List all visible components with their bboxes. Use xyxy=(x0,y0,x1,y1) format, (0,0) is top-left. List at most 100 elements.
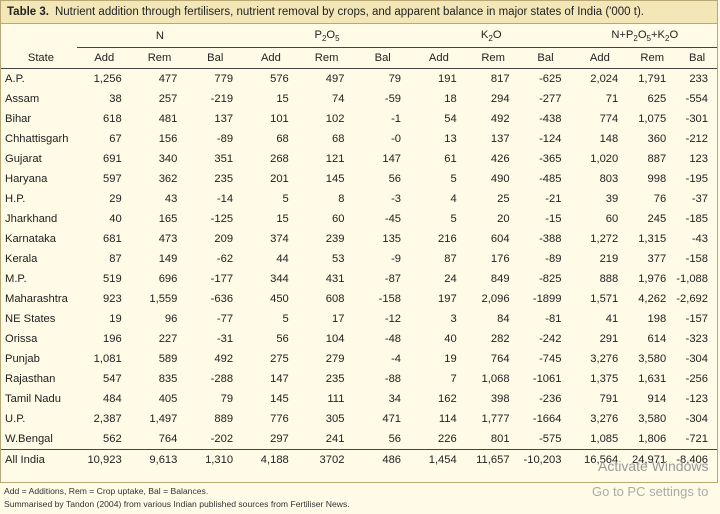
value-cell: -236 xyxy=(539,393,562,405)
value-cell: 104 xyxy=(325,333,345,345)
value-cell: 79 xyxy=(388,73,402,85)
value-cell: -256 xyxy=(685,373,708,385)
value-cell: 11,657 xyxy=(476,454,510,466)
value-cell: 779 xyxy=(214,73,234,85)
state-name-cell: Karnataka xyxy=(5,233,56,245)
value-cell: 614 xyxy=(647,333,667,345)
value-cell: 241 xyxy=(298,429,355,450)
value-cell: 67 xyxy=(109,133,122,145)
state-name-cell: Punjab xyxy=(5,353,40,365)
value-cell: -177 xyxy=(210,273,234,285)
column-header: Bal xyxy=(676,47,718,69)
value-cell: 801 xyxy=(466,429,520,450)
value-cell: 74 xyxy=(331,93,345,105)
table-caption: Nutrient addition through fertilisers, n… xyxy=(54,6,644,18)
value-cell: 764 xyxy=(131,429,188,450)
table-row: Tamil Nadu 484 405 79 145 111 34 162 398 -236 791 9… xyxy=(1,389,718,409)
value-cell: -15 xyxy=(545,213,562,225)
value-cell: 774 xyxy=(599,113,619,125)
value-cell: 519 xyxy=(103,273,122,285)
value-cell: -1061 xyxy=(532,373,562,385)
value-cell: 576 xyxy=(270,73,289,85)
value-cell: 1,454 xyxy=(428,454,457,466)
value-cell: -21 xyxy=(545,193,562,205)
value-cell: -59 xyxy=(384,93,402,105)
value-cell: 279 xyxy=(325,353,345,365)
value-cell: -48 xyxy=(384,333,402,345)
table-row: Kerala 87 149 -62 44 53 -9 87 176 -89 219 377 -158 xyxy=(1,249,718,269)
value-cell: -1,088 xyxy=(676,273,708,285)
value-cell: 84 xyxy=(497,313,510,325)
value-cell: 1,806 xyxy=(628,429,677,450)
value-cell: 597 xyxy=(103,173,122,185)
value-cell: 19 xyxy=(109,313,122,325)
state-name-cell: Bihar xyxy=(5,113,32,125)
value-cell: 889 xyxy=(214,413,234,425)
value-cell: 1,075 xyxy=(638,113,667,125)
state-name-cell: U.P. xyxy=(5,413,26,425)
value-cell: 1,020 xyxy=(590,153,619,165)
value-cell: 191 xyxy=(438,73,457,85)
state-name-cell: Chhattisgarh xyxy=(5,133,69,145)
value-cell: -89 xyxy=(545,253,562,265)
value-cell: 297 xyxy=(243,429,299,450)
value-cell: 1,976 xyxy=(638,273,667,285)
table-row: Orissa 196 227 -31 56 104 -48 40 282 -242 291 614 -3… xyxy=(1,329,718,349)
state-name-cell: Tamil Nadu xyxy=(5,393,61,405)
value-cell: 123 xyxy=(689,153,708,165)
value-cell: -45 xyxy=(384,213,402,225)
table-row: Rajasthan 547 835 -288 147 235 -88 7 1,068 -1061 1… xyxy=(1,369,718,389)
value-cell: 165 xyxy=(158,213,178,225)
value-cell: -485 xyxy=(539,173,562,185)
value-cell: 79 xyxy=(220,393,234,405)
column-header: Bal xyxy=(354,47,412,69)
value-cell: 257 xyxy=(158,93,178,105)
value-cell: 888 xyxy=(599,273,619,285)
value-cell: 562 xyxy=(76,429,132,450)
value-cell: 24 xyxy=(444,273,457,285)
value-cell: 16,564 xyxy=(584,454,619,466)
watermark-line1: Activate Windows xyxy=(598,458,709,474)
value-cell: 484 xyxy=(103,393,122,405)
value-cell: 1,272 xyxy=(590,233,619,245)
value-cell: -88 xyxy=(384,373,402,385)
column-header: Bal xyxy=(187,47,244,69)
value-cell: 102 xyxy=(325,113,345,125)
value-cell: 60 xyxy=(605,213,619,225)
value-cell: 486 xyxy=(382,454,402,466)
state-name-cell: Gujarat xyxy=(5,153,42,165)
value-cell: 227 xyxy=(158,333,178,345)
value-cell: 5 xyxy=(282,313,289,325)
state-name-cell: W.Bengal xyxy=(1,429,77,450)
value-cell: 34 xyxy=(388,393,402,405)
value-cell: -438 xyxy=(539,113,562,125)
value-cell: -31 xyxy=(216,333,234,345)
value-cell: 226 xyxy=(411,429,467,450)
value-cell: 38 xyxy=(109,93,122,105)
value-cell: 4,262 xyxy=(638,293,667,305)
value-cell: 76 xyxy=(653,193,667,205)
value-cell: 20 xyxy=(497,213,510,225)
table-row: Jharkhand 40 165 -125 15 60 -45 5 20 -15 60 245 -185 xyxy=(1,209,718,229)
value-cell: 374 xyxy=(270,233,289,245)
value-cell: 282 xyxy=(490,333,510,345)
value-cell: 18 xyxy=(444,93,457,105)
value-cell: 56 xyxy=(388,173,402,185)
value-cell: -158 xyxy=(685,253,708,265)
value-cell: 2,024 xyxy=(590,73,619,85)
value-cell: -43 xyxy=(691,233,708,245)
table-row: Karnataka 681 473 209 374 239 135 216 604 -388 1,2… xyxy=(1,229,718,249)
value-cell: 492 xyxy=(214,353,234,365)
value-cell: 344 xyxy=(270,273,289,285)
value-cell: 1,375 xyxy=(590,373,619,385)
value-cell: -554 xyxy=(685,93,708,105)
state-name-cell: Jharkhand xyxy=(5,213,58,225)
value-cell: 198 xyxy=(647,313,667,325)
value-cell: 473 xyxy=(158,233,178,245)
value-cell: -4 xyxy=(391,353,402,365)
value-cell: 56 xyxy=(276,333,289,345)
value-cell: -721 xyxy=(676,429,718,450)
value-cell: -212 xyxy=(685,133,708,145)
value-cell: 340 xyxy=(158,153,178,165)
value-cell: -124 xyxy=(539,133,562,145)
